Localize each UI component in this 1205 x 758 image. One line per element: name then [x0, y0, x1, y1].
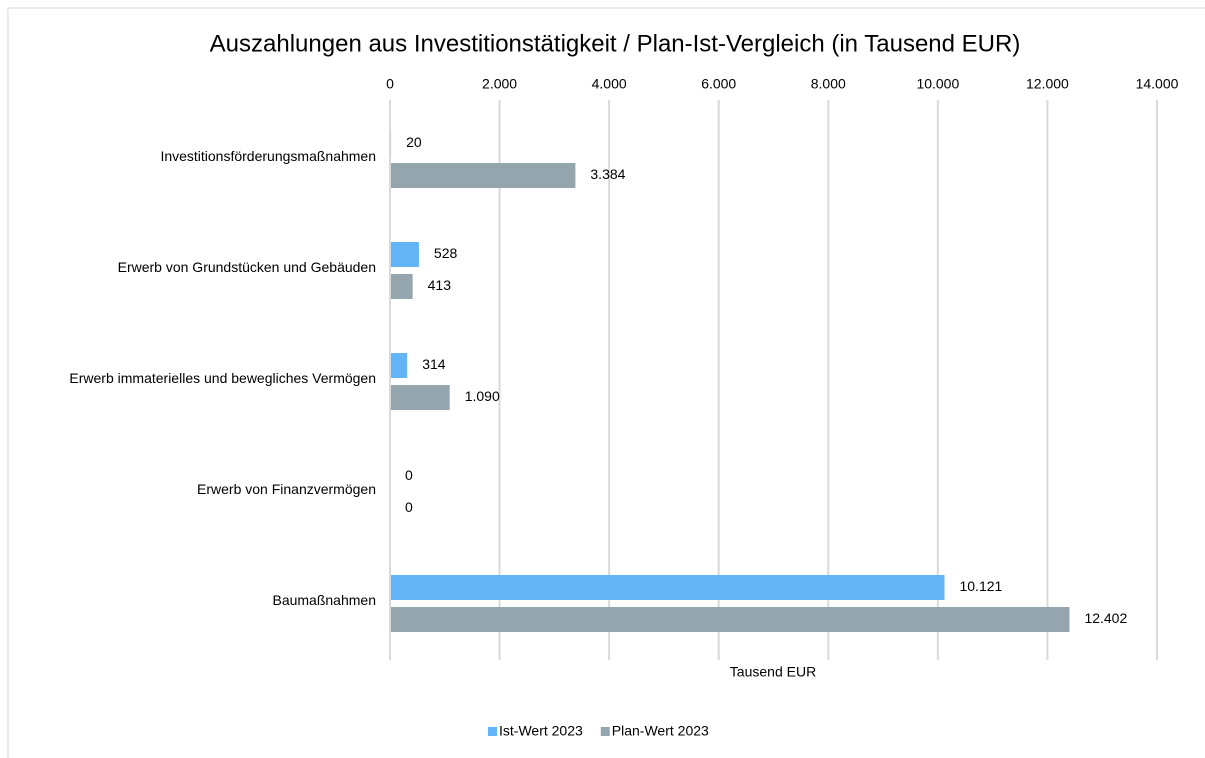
x-tick-label: 2.000	[482, 76, 517, 92]
data-label: 314	[422, 356, 446, 372]
y-tick-label: Erwerb von Grundstücken und Gebäuden	[118, 259, 376, 275]
y-tick-label: Erwerb von Finanzvermögen	[197, 481, 376, 497]
data-label: 1.090	[465, 388, 500, 404]
x-axis-title: Tausend EUR	[730, 664, 816, 680]
data-label: 528	[434, 245, 458, 261]
bar	[390, 607, 1070, 632]
bar	[390, 274, 413, 299]
data-label: 10.121	[959, 578, 1002, 594]
x-tick-label: 6.000	[701, 76, 736, 92]
data-label: 12.402	[1084, 610, 1127, 626]
x-tick-label: 10.000	[916, 76, 959, 92]
x-tick-label: 12.000	[1026, 76, 1069, 92]
y-tick-label: Investitionsförderungsmaßnahmen	[160, 148, 376, 164]
x-tick-label: 14.000	[1136, 76, 1179, 92]
bar	[390, 163, 576, 188]
data-label: 0	[405, 467, 413, 483]
y-tick-label: Baumaßnahmen	[272, 592, 376, 608]
data-label: 0	[405, 499, 413, 515]
data-label: 20	[406, 134, 422, 150]
legend-label: Plan-Wert 2023	[612, 723, 709, 739]
bar	[390, 242, 419, 267]
x-tick-label: 4.000	[592, 76, 627, 92]
legend-label: Ist-Wert 2023	[499, 723, 583, 739]
chart-title: Auszahlungen aus Investitionstätigkeit /…	[210, 30, 1021, 57]
bar	[390, 353, 408, 378]
legend-swatch	[488, 727, 497, 736]
bar	[390, 575, 945, 600]
data-label: 3.384	[590, 166, 625, 182]
legend-swatch	[600, 727, 610, 736]
data-label: 413	[428, 277, 452, 293]
bar	[390, 385, 450, 410]
chart-border	[7, 7, 1205, 758]
y-tick-label: Erwerb immaterielles und bewegliches Ver…	[69, 370, 376, 386]
x-tick-label: 8.000	[811, 76, 846, 92]
x-tick-label: 0	[386, 76, 394, 92]
